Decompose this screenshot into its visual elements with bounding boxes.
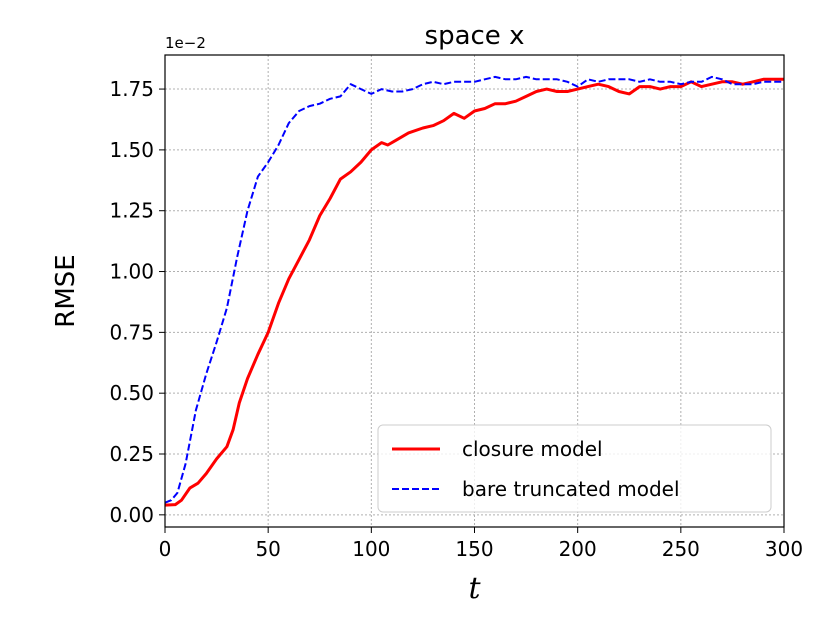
y-tick-label: 1.00 — [109, 260, 154, 284]
y-axis: 0.00 0.25 0.50 0.75 1.00 1.25 1.50 1.75 — [109, 77, 165, 527]
series-lines — [164, 75, 784, 507]
y-axis-offset-label: 1e−2 — [165, 34, 206, 52]
y-tick-label: 1.50 — [109, 138, 154, 162]
y-tick-label: 0.25 — [109, 442, 154, 466]
y-tick-label: 0.00 — [109, 503, 154, 527]
legend: closure model bare truncated model — [377, 424, 772, 513]
x-tick-label: 200 — [559, 537, 597, 561]
x-tick-label: 0 — [159, 537, 172, 561]
legend-box — [377, 424, 772, 513]
x-axis-label: t — [468, 571, 481, 606]
y-tick-label: 0.50 — [109, 381, 154, 405]
legend-label-closure-model: closure model — [462, 437, 603, 461]
y-tick-label: 1.75 — [109, 77, 154, 101]
x-tick-label: 150 — [455, 537, 493, 561]
y-tick-label: 0.75 — [109, 320, 154, 344]
y-tick-label: 1.25 — [109, 199, 154, 223]
series-line-closure-model — [164, 77, 784, 507]
chart-title: space x — [425, 21, 525, 51]
x-tick-label: 100 — [352, 537, 390, 561]
x-axis: 0 50 100 150 200 250 300 — [159, 527, 803, 561]
y-axis-label: RMSE — [51, 254, 81, 327]
legend-label-bare-truncated-model: bare truncated model — [462, 477, 680, 501]
x-tick-label: 50 — [255, 537, 280, 561]
series-line-bare-truncated-model — [164, 75, 784, 504]
x-tick-label: 300 — [765, 537, 803, 561]
x-tick-label: 250 — [662, 537, 700, 561]
